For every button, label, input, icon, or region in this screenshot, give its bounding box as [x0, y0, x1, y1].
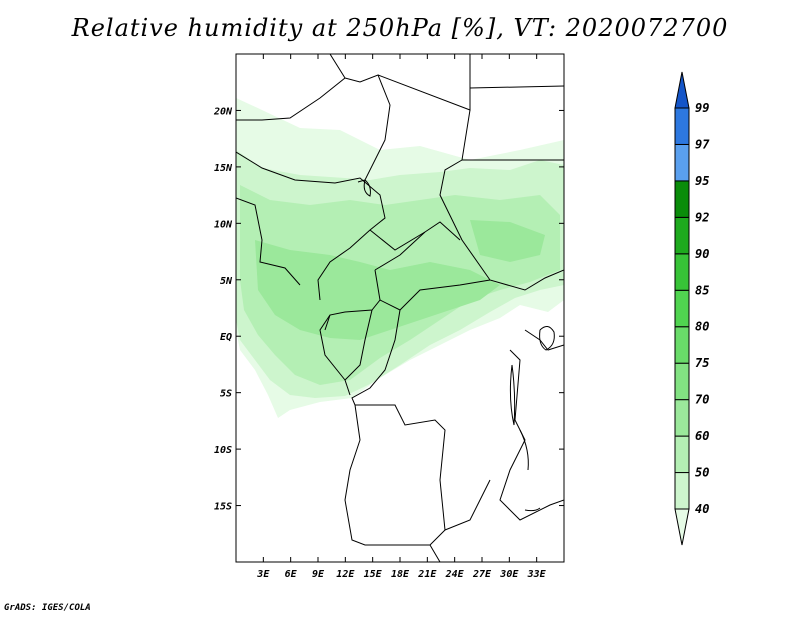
colorbar-segment [674, 253, 690, 291]
border-segment [499, 349, 564, 521]
border-segment [377, 54, 471, 111]
colorbar-segment [674, 180, 690, 218]
lat-tick-label: 20N [213, 106, 233, 117]
humidity-band-70-east [470, 220, 545, 262]
colorbar-segment [674, 399, 690, 437]
colorbar-segment [674, 71, 690, 109]
axis-ticks: 3E 6E 9E 12E 15E 18E 21E 24E 27E 30E 33E 20N 15N 10N 5… [213, 54, 564, 580]
lon-tick-label: 3E [256, 569, 270, 580]
border-segment [355, 404, 491, 531]
lat-tick-label: 15N [214, 163, 233, 174]
lon-tick-label: 6E [285, 569, 298, 580]
humidity-fill-layer [236, 98, 564, 418]
colorbar-segment [674, 362, 690, 401]
colorbar-segment [674, 435, 690, 474]
lon-tick-label: 15E [364, 569, 383, 580]
colorbar-segment [674, 289, 690, 328]
colorbar-label: 95 [695, 174, 709, 188]
lat-tick-label: EQ [220, 332, 232, 343]
border-segment [351, 309, 401, 406]
colorbar-label: 99 [695, 101, 709, 115]
lon-tick-label: 21E [417, 569, 437, 580]
colorbar-label: 40 [695, 502, 709, 516]
border-segment [236, 197, 301, 286]
colorbar-label: 60 [695, 429, 709, 443]
colorbar-segment [674, 216, 690, 255]
lake-outline [509, 364, 516, 426]
grads-credit: GrADS: IGES/COLA [4, 603, 91, 613]
country-borders [236, 54, 564, 562]
colorbar-label: 92 [695, 210, 709, 224]
map-title: Relative humidity at 250hPa [%], VT: 202… [71, 14, 729, 42]
lat-tick-label: 15S [214, 502, 232, 513]
lon-tick-label: 18E [391, 569, 410, 580]
colorbar-segment [674, 143, 690, 182]
border-segment [524, 329, 564, 351]
lon-tick-label: 30E [499, 569, 519, 580]
border-segment [429, 544, 441, 562]
lake-outline [363, 179, 371, 197]
colorbar-label: 75 [695, 356, 709, 370]
colorbar-segment [674, 508, 690, 546]
lon-tick-label: 12E [336, 569, 355, 580]
colorbar-segment [674, 326, 690, 364]
border-segment [439, 109, 564, 291]
border-segment [344, 404, 446, 546]
colorbar-label: 97 [695, 137, 710, 151]
colorbar-label: 70 [695, 393, 709, 407]
border-segment [379, 279, 491, 311]
lon-tick-label: 9E [312, 569, 325, 580]
colorbar: 40 50 60 70 75 80 85 90 92 95 97 99 [674, 71, 710, 546]
border-segment [374, 231, 426, 271]
border-segment [344, 309, 373, 396]
lat-tick-label: 10S [214, 445, 232, 456]
border-segment [319, 314, 346, 381]
colorbar-label: 85 [695, 283, 709, 297]
lon-tick-label: 33E [527, 569, 547, 580]
colorbar-label: 80 [695, 320, 709, 334]
lat-tick-label: 10N [214, 219, 233, 230]
border-segment [469, 85, 564, 89]
colorbar-label: 90 [695, 247, 709, 261]
lon-tick-label: 27E [472, 569, 492, 580]
lake-outline [519, 429, 529, 471]
colorbar-segment [674, 107, 690, 145]
colorbar-label: 50 [695, 466, 709, 480]
border-segment [236, 54, 346, 121]
lat-tick-label: 5N [220, 276, 233, 287]
border-segment [236, 151, 386, 301]
lake-outline [539, 326, 555, 351]
lake-outline [524, 507, 541, 512]
border-segment [324, 269, 381, 331]
lat-tick-label: 5S [220, 389, 232, 400]
colorbar-segment [674, 472, 690, 510]
humidity-band-70 [255, 240, 500, 340]
lon-tick-label: 24E [445, 569, 465, 580]
